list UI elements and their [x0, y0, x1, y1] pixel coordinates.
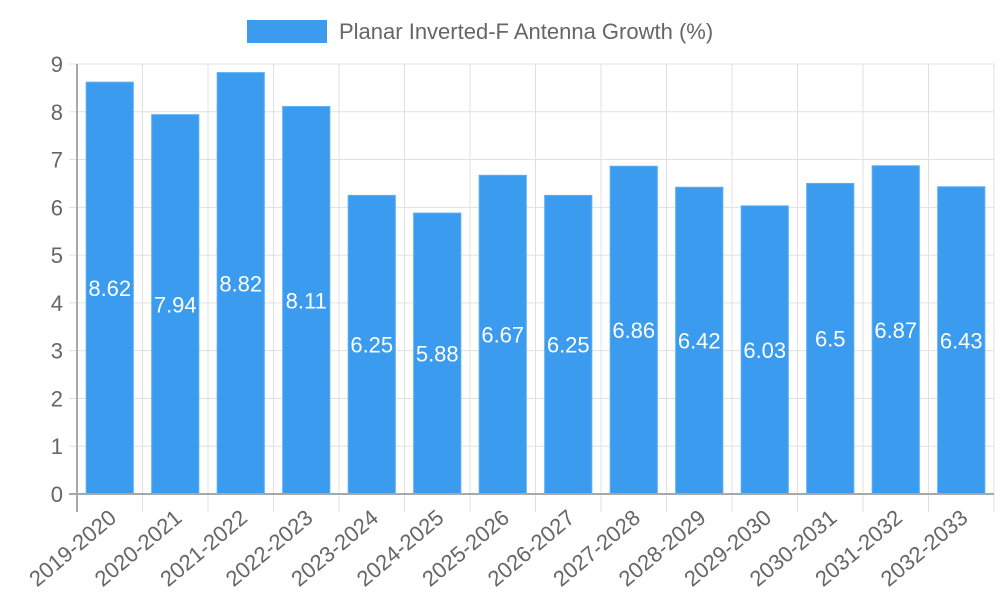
bar-value-label: 6.25: [547, 333, 590, 358]
x-axis: 2019-20202020-20212021-20222022-20232023…: [24, 493, 994, 591]
bar[interactable]: [675, 186, 724, 495]
bar-value-label: 5.88: [416, 342, 459, 367]
bar[interactable]: [806, 182, 855, 495]
legend-swatch: [247, 20, 327, 43]
y-tick-label: 1: [51, 434, 63, 459]
bar[interactable]: [740, 205, 789, 495]
bar-value-label: 6.86: [612, 318, 655, 343]
bar-value-label: 6.67: [481, 323, 524, 348]
legend-label: Planar Inverted-F Antenna Growth (%): [339, 19, 713, 44]
bar[interactable]: [282, 106, 331, 495]
bar[interactable]: [544, 194, 593, 495]
y-tick-label: 5: [51, 243, 63, 268]
bar-value-label: 6.43: [940, 328, 983, 353]
bar[interactable]: [609, 165, 658, 495]
bar[interactable]: [413, 212, 462, 495]
bar[interactable]: [347, 194, 396, 495]
bar-value-label: 6.42: [678, 329, 721, 354]
y-tick-label: 4: [51, 291, 63, 316]
bar[interactable]: [216, 72, 265, 495]
bar-value-label: 8.62: [88, 276, 131, 301]
bar-value-label: 6.87: [874, 318, 917, 343]
y-tick-label: 7: [51, 148, 63, 173]
bar-value-label: 8.11: [286, 288, 327, 313]
bar[interactable]: [478, 174, 527, 495]
y-tick-label: 8: [51, 100, 63, 125]
bar[interactable]: [871, 165, 920, 495]
y-tick-label: 6: [51, 195, 63, 220]
grid-lines: [69, 63, 995, 512]
y-axis: 0 1 2 3 4 5 6 7 8 9: [51, 52, 78, 512]
y-tick-label: 2: [51, 386, 63, 411]
bar-value-label: 6.5: [815, 327, 846, 352]
bars: 8.62 7.94 8.82 8.11 6.25 5.88 6.67 6.25 6.86 6.42…: [85, 72, 986, 495]
bar-value-label: 8.82: [219, 271, 262, 296]
bar[interactable]: [85, 81, 134, 495]
y-tick-label: 3: [51, 339, 63, 364]
y-tick-label: 0: [51, 482, 63, 507]
y-tick-label: 9: [51, 52, 63, 77]
bar[interactable]: [937, 186, 986, 495]
bar-value-label: 6.25: [350, 333, 393, 358]
bar-value-label: 6.03: [743, 338, 786, 363]
bar-value-label: 7.94: [154, 292, 197, 317]
legend[interactable]: Planar Inverted-F Antenna Growth (%): [247, 19, 713, 44]
